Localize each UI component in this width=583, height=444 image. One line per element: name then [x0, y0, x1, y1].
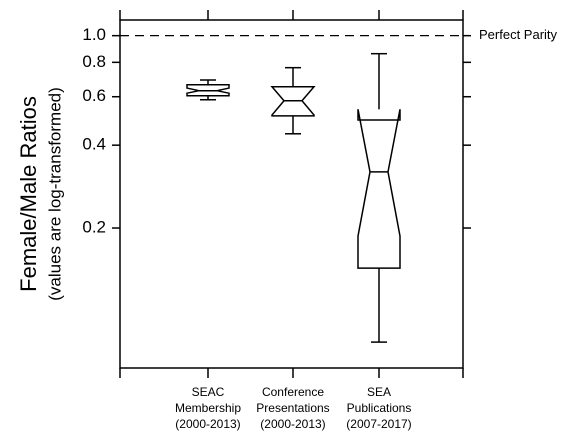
x-tick-label: (2000-2013): [260, 417, 325, 431]
y-axis-label: Female/Male Ratios: [16, 96, 41, 292]
x-tick-label: (2000-2013): [175, 417, 240, 431]
x-tick-label: SEAC: [192, 385, 225, 399]
y-tick-label: 0.8: [82, 52, 106, 71]
notched-box: [357, 109, 401, 269]
reference-label: Perfect Parity: [479, 27, 558, 42]
x-tick-label: Presentations: [256, 401, 329, 415]
frame-ticks: [119, 10, 464, 378]
y-tick-label: 0.6: [82, 86, 106, 105]
y-tick-label: 0.2: [82, 218, 106, 237]
y-tick-label: 0.4: [82, 135, 106, 154]
x-tick-label: Conference: [262, 385, 324, 399]
x-tick-label: Publications: [347, 401, 412, 415]
x-tick-label: Membership: [175, 401, 241, 415]
x-tick-label: (2007-2017): [346, 417, 411, 431]
y-axis-sublabel: (values are log-transformed): [45, 87, 64, 301]
y-tick-label: 1.0: [82, 25, 106, 44]
x-tick-label: SEA: [367, 385, 391, 399]
plot-frame: [119, 19, 464, 369]
